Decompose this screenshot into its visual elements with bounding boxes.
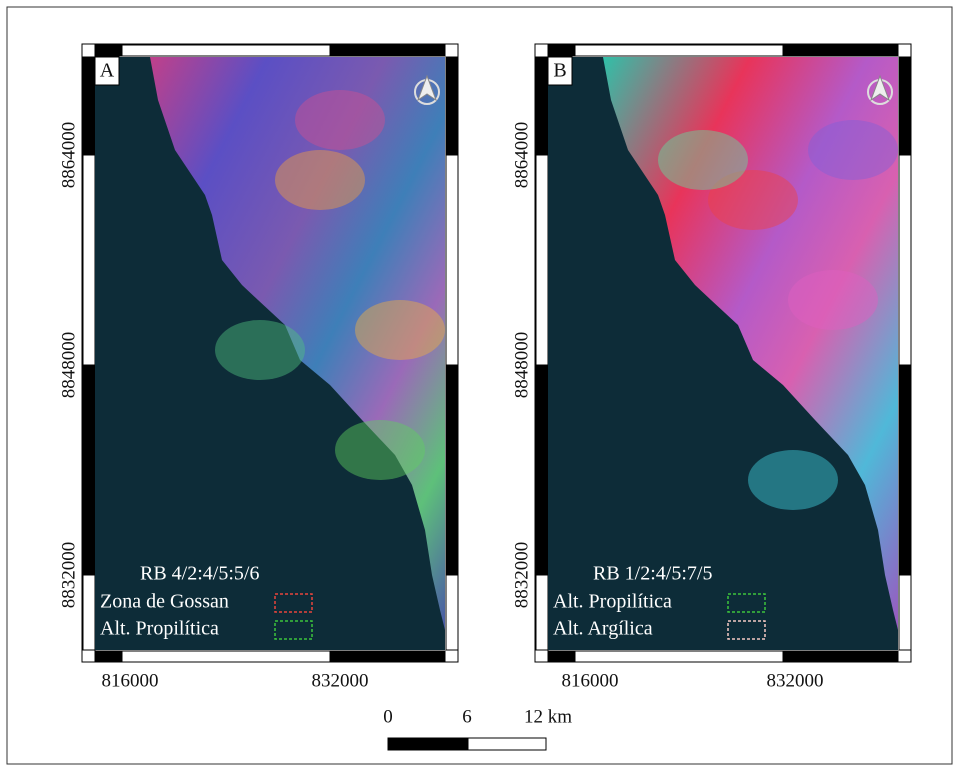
texture bbox=[788, 270, 878, 330]
scale-label: 6 bbox=[462, 706, 472, 727]
texture bbox=[335, 420, 425, 480]
texture bbox=[748, 450, 838, 510]
map-panel: B RB 1/2:4/5:7/5 Alt. Propilítica Alt. Argí… bbox=[511, 44, 911, 691]
texture bbox=[658, 130, 748, 190]
scale-segment bbox=[468, 738, 546, 750]
neatline bbox=[575, 651, 783, 662]
neatline bbox=[446, 57, 458, 155]
scale-label: 0 bbox=[383, 706, 393, 727]
legend-label: Alt. Argílica bbox=[553, 618, 653, 640]
neatline bbox=[83, 155, 95, 365]
y-coordinate: 8848000 bbox=[511, 332, 532, 399]
legend-label: Alt. Propilítica bbox=[553, 591, 672, 613]
neatline bbox=[575, 45, 783, 56]
legend-title: RB 4/2:4/5:5/6 bbox=[140, 563, 259, 585]
x-coordinate: 832000 bbox=[312, 670, 369, 691]
neatline bbox=[548, 651, 575, 662]
texture bbox=[275, 150, 365, 210]
neatline bbox=[83, 575, 95, 650]
neatline bbox=[536, 575, 548, 650]
panel-label: A bbox=[100, 60, 115, 82]
y-coordinate: 8864000 bbox=[511, 122, 532, 189]
texture bbox=[295, 90, 385, 150]
neatline bbox=[536, 365, 548, 575]
legend-label: Alt. Propilítica bbox=[100, 618, 219, 640]
neatline bbox=[899, 575, 911, 650]
neatline bbox=[899, 57, 911, 155]
neatline bbox=[783, 45, 898, 56]
neatline bbox=[446, 155, 458, 365]
neatline bbox=[536, 155, 548, 365]
neatline bbox=[83, 365, 95, 575]
panels: A RB 4/2:4/5:5/6 Zona de Gossan Alt. Propil… bbox=[58, 44, 911, 691]
neatline bbox=[899, 155, 911, 365]
neatline bbox=[536, 57, 548, 155]
y-coordinate: 8832000 bbox=[511, 542, 532, 609]
legend-label: Zona de Gossan bbox=[100, 591, 229, 613]
x-coordinate: 816000 bbox=[102, 670, 159, 691]
neatline bbox=[446, 575, 458, 650]
panel-label: B bbox=[553, 60, 566, 82]
neatline bbox=[548, 45, 575, 56]
scale-bar: 0 6 12 km bbox=[383, 706, 572, 750]
neatline bbox=[95, 45, 122, 56]
map-panel: A RB 4/2:4/5:5/6 Zona de Gossan Alt. Propil… bbox=[58, 44, 458, 691]
texture bbox=[355, 300, 445, 360]
neatline bbox=[122, 45, 330, 56]
neatline bbox=[446, 365, 458, 575]
neatline bbox=[95, 651, 122, 662]
texture bbox=[808, 120, 898, 180]
neatline bbox=[899, 365, 911, 575]
figure: A RB 4/2:4/5:5/6 Zona de Gossan Alt. Propil… bbox=[0, 0, 960, 771]
neatline bbox=[330, 45, 445, 56]
scale-label: 12 km bbox=[524, 706, 572, 727]
x-coordinate: 832000 bbox=[767, 670, 824, 691]
y-coordinate: 8832000 bbox=[58, 542, 79, 609]
neatline bbox=[122, 651, 330, 662]
neatline bbox=[330, 651, 445, 662]
texture bbox=[215, 320, 305, 380]
y-coordinate: 8848000 bbox=[58, 332, 79, 399]
neatline bbox=[83, 57, 95, 155]
y-coordinate: 8864000 bbox=[58, 122, 79, 189]
legend-title: RB 1/2:4/5:7/5 bbox=[593, 563, 712, 585]
scale-segment bbox=[388, 738, 468, 750]
neatline bbox=[783, 651, 898, 662]
x-coordinate: 816000 bbox=[562, 670, 619, 691]
